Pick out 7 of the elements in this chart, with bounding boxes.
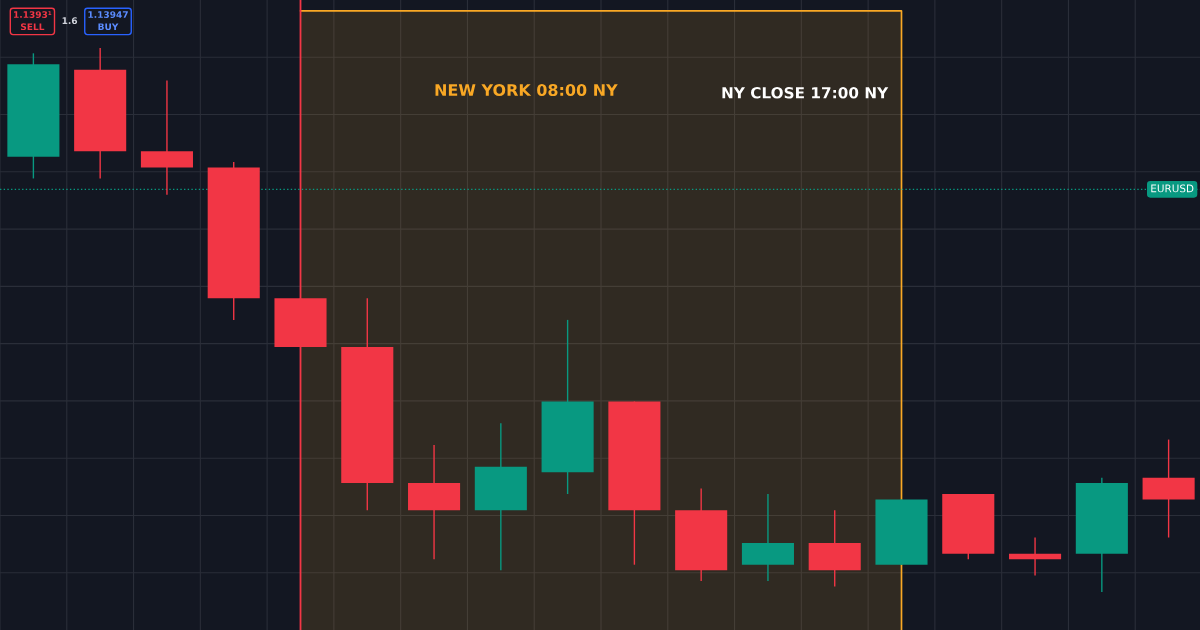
text: 1.6	[62, 17, 78, 25]
text: 1.1393¹ SELL	[14, 11, 52, 31]
text: 1.13947 BUY	[88, 11, 128, 31]
annotation: NY CLOSE 17:00 NY	[722, 87, 889, 99]
annotation: NEW YORK 08:00 NY	[435, 83, 618, 97]
ref-line-label: EURUSD	[1151, 184, 1194, 193]
candlestick	[1009, 536, 1062, 577]
